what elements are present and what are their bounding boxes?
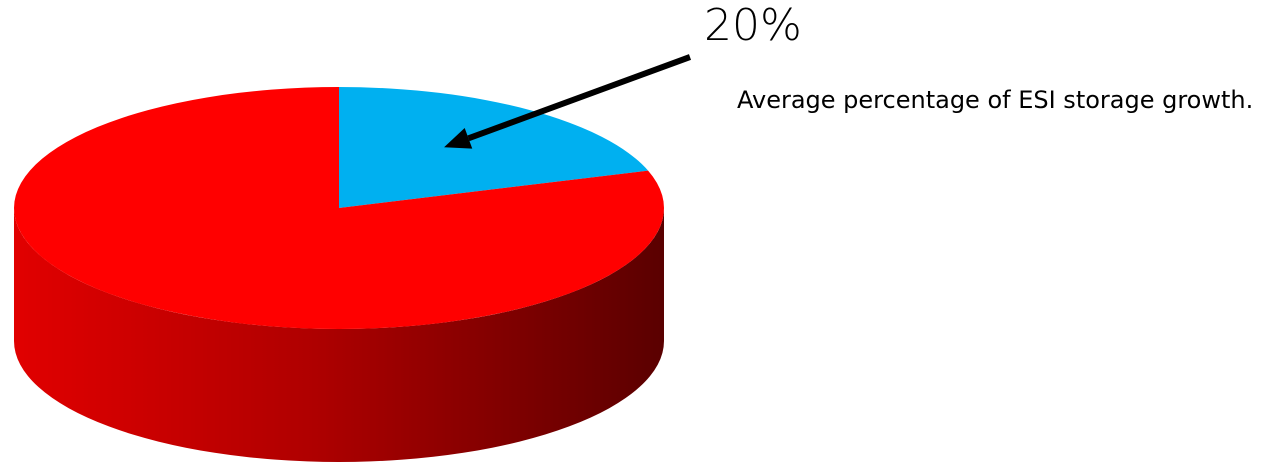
pie-chart [14,54,692,462]
pie-slice-1 [14,87,665,330]
callout-arrow-line [467,54,692,142]
pie-slice-0 [339,87,649,208]
pie-side [14,208,664,462]
pie-top-layer [14,87,665,330]
callout-description: Average percentage of ESI storage growth… [737,86,1254,114]
callout-arrow-layer [444,54,692,149]
pie-side-layer [14,208,664,462]
callout-arrow-head [444,128,473,149]
callout-value: 20% [704,0,802,51]
